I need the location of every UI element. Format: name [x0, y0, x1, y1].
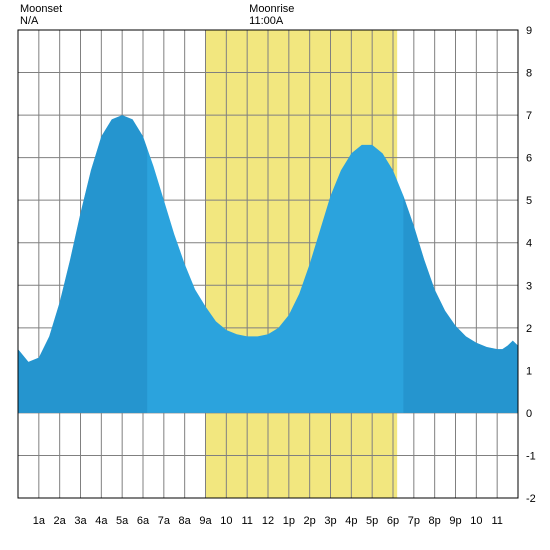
x-tick-label: 2a — [54, 515, 67, 527]
x-tick-label: 4a — [95, 515, 108, 527]
x-tick-label: 11 — [241, 515, 252, 527]
x-tick-label: 6a — [137, 515, 150, 527]
y-tick-label: 6 — [526, 153, 532, 165]
y-tick-label: 1 — [526, 365, 532, 377]
y-tick-label: 8 — [526, 68, 532, 80]
x-tick-label: 6p — [387, 515, 399, 527]
y-tick-label: -1 — [526, 450, 536, 462]
x-tick-label: 9a — [199, 515, 212, 527]
x-tick-label: 1p — [283, 515, 295, 527]
moonrise-title: Moonrise — [249, 3, 294, 15]
moonrise-value: 11:00A — [249, 15, 284, 27]
y-tick-label: 0 — [526, 408, 532, 420]
x-tick-label: 2p — [304, 515, 316, 527]
x-tick-label: 8p — [429, 515, 441, 527]
x-tick-label: 4p — [345, 515, 357, 527]
x-tick-label: 5a — [116, 515, 129, 527]
tide-chart: -2-101234567891a2a3a4a5a6a7a8a9a1011121p… — [0, 0, 550, 550]
y-tick-label: 4 — [526, 238, 532, 250]
x-tick-label: 12 — [262, 515, 274, 527]
x-tick-label: 3a — [74, 515, 87, 527]
x-tick-label: 3p — [324, 515, 336, 527]
y-tick-label: 7 — [526, 110, 532, 122]
y-tick-label: 9 — [526, 25, 532, 37]
moonset-title: Moonset — [20, 3, 62, 15]
x-tick-label: 1a — [33, 515, 46, 527]
moonset-value: N/A — [20, 15, 39, 27]
y-tick-label: 2 — [526, 323, 532, 335]
x-tick-label: 7a — [158, 515, 171, 527]
x-tick-label: 10 — [220, 515, 232, 527]
x-tick-label: 5p — [366, 515, 378, 527]
x-tick-label: 11 — [491, 515, 502, 527]
x-tick-label: 7p — [408, 515, 420, 527]
y-tick-label: 3 — [526, 280, 532, 292]
chart-svg: -2-101234567891a2a3a4a5a6a7a8a9a1011121p… — [0, 0, 550, 550]
x-tick-label: 8a — [179, 515, 192, 527]
y-tick-label: -2 — [526, 493, 536, 505]
y-tick-label: 5 — [526, 195, 532, 207]
x-tick-label: 9p — [449, 515, 461, 527]
x-tick-label: 10 — [470, 515, 482, 527]
